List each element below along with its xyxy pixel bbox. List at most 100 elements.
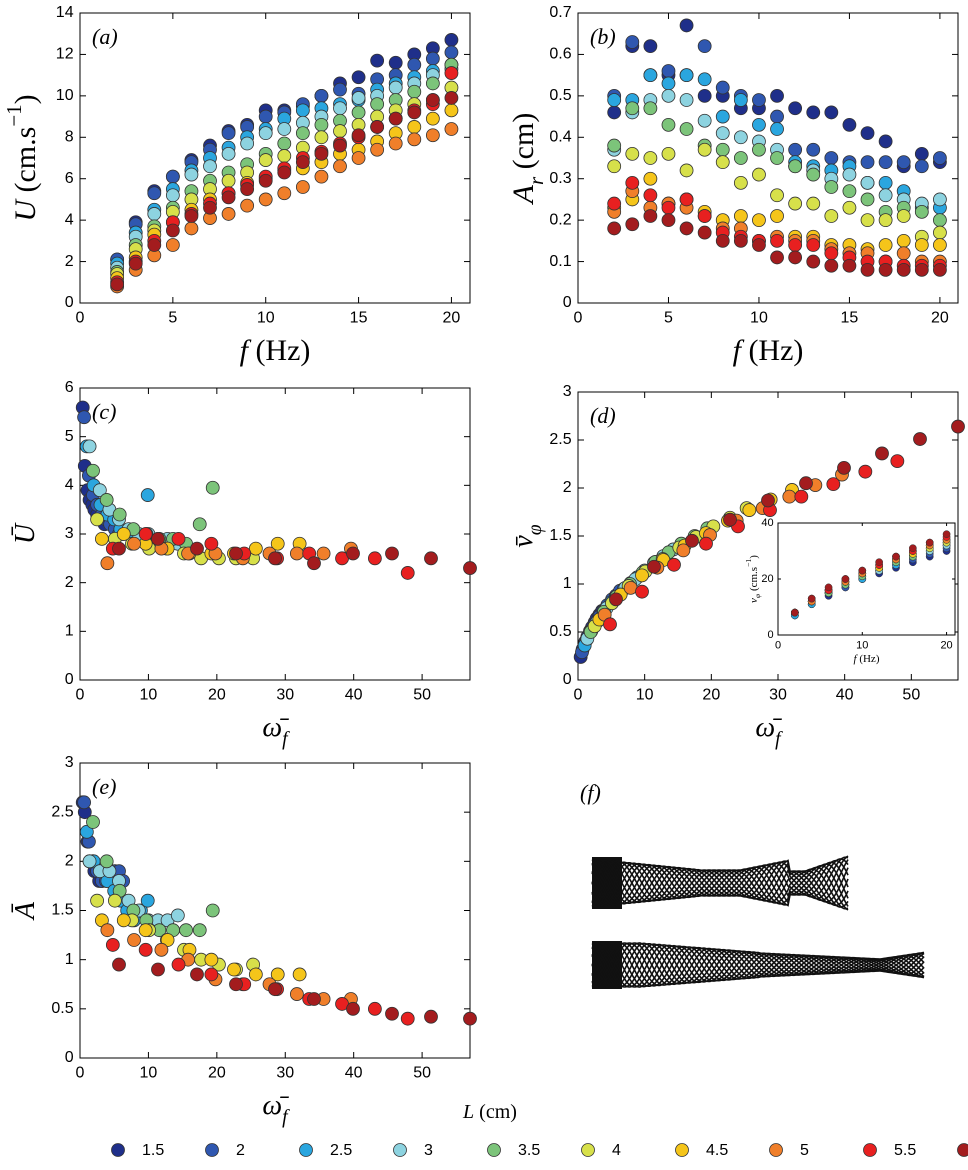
data-point (842, 167, 857, 182)
data-point (860, 155, 875, 170)
data-point (824, 258, 839, 273)
data-point (229, 546, 243, 561)
y-tick-label: 2.5 (549, 431, 571, 448)
legend-marker (769, 1143, 783, 1157)
x-tick-label: 0 (76, 686, 85, 703)
y-axis-label-part: (cm.s (9, 127, 42, 200)
data-point (742, 503, 757, 517)
x-tick-label: 20 (208, 686, 226, 703)
data-point (388, 136, 403, 151)
data-point (761, 493, 775, 508)
y-tick-label: 14 (56, 4, 74, 21)
y-tick-label: 0.5 (51, 1000, 73, 1017)
data-point (824, 105, 839, 120)
data-point (860, 262, 875, 277)
data-point (424, 551, 438, 566)
plot-area (777, 522, 956, 636)
data-point (697, 225, 712, 240)
data-point (184, 221, 199, 236)
data-point (277, 186, 292, 201)
y-axis-label-part: v̄ (508, 535, 539, 548)
panel-tag: (f) (580, 780, 601, 805)
data-point (896, 262, 911, 277)
y-axis-label-part: Ā (10, 901, 41, 921)
data-point (878, 238, 893, 252)
y-tick-label: 0 (65, 1049, 74, 1066)
data-point (333, 124, 347, 138)
data-point (607, 138, 622, 153)
data-point (307, 556, 321, 571)
data-point (661, 117, 676, 132)
data-point (878, 213, 893, 228)
y-axis-label-part: −1 (2, 104, 26, 126)
data-point (388, 55, 403, 70)
data-point (661, 64, 676, 78)
data-point (791, 608, 799, 617)
data-point (333, 159, 347, 174)
data-point (151, 962, 165, 977)
legend-label: 2.5 (330, 1142, 352, 1159)
data-point (878, 188, 893, 203)
legend-label: 3.5 (518, 1142, 540, 1159)
data-point (770, 233, 784, 248)
legend-title: L (cm) (462, 1101, 517, 1123)
data-point (788, 238, 803, 252)
y-axis-label-part: A (507, 184, 540, 205)
data-point (203, 159, 217, 174)
data-point (770, 151, 784, 165)
data-point (909, 544, 917, 553)
x-axis-label: ω̄f (755, 712, 783, 750)
data-point (295, 155, 310, 170)
data-point (806, 254, 821, 269)
panel-tag: (e) (92, 774, 116, 799)
data-point (160, 933, 175, 947)
data-point (679, 122, 694, 136)
data-point (463, 1011, 477, 1026)
data-point (607, 159, 622, 174)
data-point (837, 460, 851, 475)
panel-tag: (a) (92, 24, 118, 49)
data-point (333, 138, 347, 153)
y-axis-label-part: −1 (744, 559, 753, 567)
y-tick-label: 20 (761, 573, 773, 585)
x-tick-label: 30 (769, 686, 787, 703)
y-tick-label: 3 (65, 754, 74, 771)
data-point (697, 113, 712, 128)
y-tick-label: 0.7 (549, 4, 571, 21)
data-point (370, 120, 385, 134)
data-point (667, 557, 681, 572)
x-axis-label: ω̄f (262, 1090, 290, 1128)
y-tick-label: 12 (56, 46, 74, 63)
data-point (268, 551, 282, 566)
data-point (697, 72, 712, 87)
data-point (289, 546, 304, 561)
x-tick-label: 10 (636, 686, 654, 703)
data-point (277, 165, 292, 180)
data-point (400, 566, 415, 580)
data-point (607, 105, 622, 120)
panel-tag: (d) (590, 403, 616, 428)
y-tick-label: 0.3 (549, 170, 571, 187)
data-point (603, 617, 617, 632)
x-axis-label: f (Hz) (854, 653, 880, 665)
data-point (715, 233, 730, 248)
data-point (841, 575, 850, 583)
data-point (676, 543, 691, 558)
x-tick-label: 50 (413, 686, 431, 703)
data-point (270, 967, 285, 982)
data-point (799, 476, 813, 491)
data-point (463, 561, 477, 575)
y-tick-label: 0.6 (549, 46, 571, 63)
data-point (221, 190, 236, 205)
data-point (407, 120, 422, 134)
filament-line (591, 861, 849, 905)
data-point (154, 942, 169, 957)
data-point (227, 962, 241, 977)
y-tick-label: 4 (65, 211, 74, 228)
data-point (824, 209, 839, 223)
data-point (635, 568, 649, 583)
data-point (890, 454, 905, 469)
data-point (733, 233, 748, 248)
legend-title-part: (cm) (474, 1101, 517, 1123)
data-point (733, 130, 748, 145)
